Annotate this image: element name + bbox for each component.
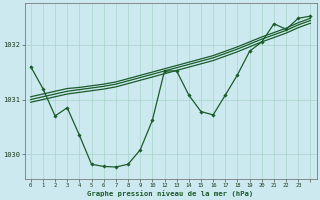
X-axis label: Graphe pression niveau de la mer (hPa): Graphe pression niveau de la mer (hPa) xyxy=(87,190,254,197)
